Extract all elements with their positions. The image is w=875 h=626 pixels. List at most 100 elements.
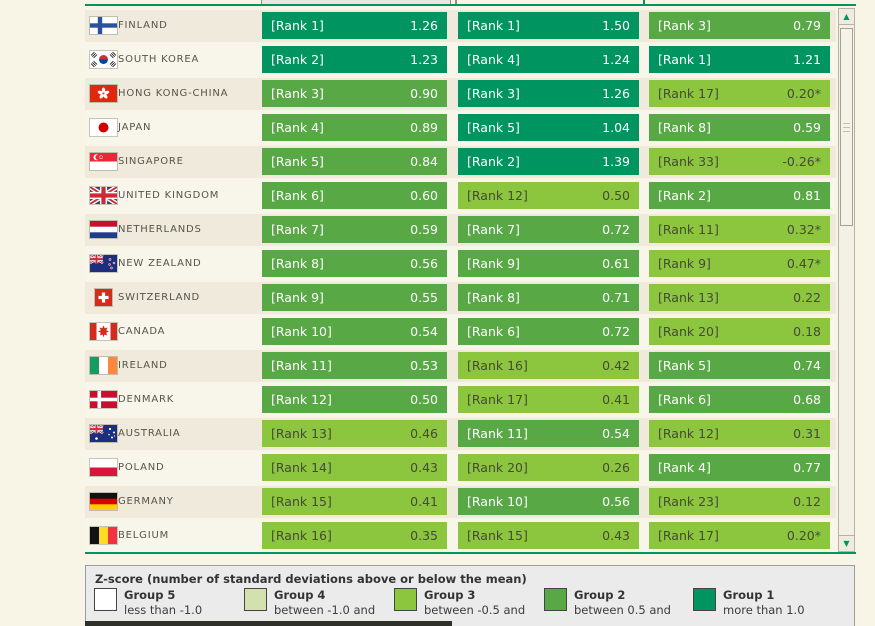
zscore-value: 1.23 [410, 52, 438, 67]
zscore-value: 1.24 [602, 52, 630, 67]
legend-group-range: between -1.0 and [274, 603, 376, 617]
zscore-value: 1.50 [602, 18, 630, 33]
rank-label: [Rank 7] [467, 222, 520, 237]
zscore-value: -0.26* [782, 154, 821, 169]
country-label: CANADA [118, 325, 166, 337]
zscore-cell: [Rank 16] 0.42 [458, 352, 639, 379]
zscore-cell: [Rank 7] 0.59 [262, 216, 447, 243]
zscore-cell: [Rank 4] 1.24 [458, 46, 639, 73]
canada-flag-icon [89, 322, 118, 341]
country-label: POLAND [118, 461, 165, 473]
scroll-up-button[interactable]: ▲ [839, 9, 854, 25]
table-row: NEW ZEALAND [Rank 8] 0.56 [Rank 9] 0.61 [Rank… [85, 248, 836, 280]
table-row: AUSTRALIA [Rank 13] 0.46 [Rank 11] 0.54 [Rank… [85, 418, 836, 450]
zscore-cell: [Rank 2] 1.23 [262, 46, 447, 73]
table-row: CANADA [Rank 10] 0.54 [Rank 6] 0.72 [Rank 20]… [85, 316, 836, 348]
zscore-value: 0.22 [793, 290, 821, 305]
rank-label: [Rank 9] [658, 256, 711, 271]
country-label: DENMARK [118, 393, 175, 405]
country-label: IRELAND [118, 359, 168, 371]
rank-label: [Rank 16] [467, 358, 528, 373]
zscore-cell: [Rank 11] 0.54 [458, 420, 639, 447]
zscore-cell: [Rank 9] 0.47* [649, 250, 830, 277]
rank-label: [Rank 6] [467, 324, 520, 339]
column-separator [455, 0, 457, 4]
zscore-cell: [Rank 17] 0.41 [458, 386, 639, 413]
scrollbar-grip-icon [843, 122, 850, 132]
zscore-cell: [Rank 9] 0.61 [458, 250, 639, 277]
zscore-value: 0.20* [786, 86, 821, 101]
zscore-value: 0.81 [793, 188, 821, 203]
zscore-value: 0.54 [602, 426, 630, 441]
zscore-cell: [Rank 12] 0.31 [649, 420, 830, 447]
country-label: SWITZERLAND [118, 291, 201, 303]
australia-flag-icon [89, 424, 118, 443]
rank-label: [Rank 8] [271, 256, 324, 271]
rank-label: [Rank 5] [467, 120, 520, 135]
zscore-value: 0.32* [786, 222, 821, 237]
rank-label: [Rank 2] [467, 154, 520, 169]
table-top-border [85, 4, 856, 6]
legend-group-range: more than 1.0 [723, 603, 805, 617]
zscore-cell: [Rank 20] 0.18 [649, 318, 830, 345]
zscore-cell: [Rank 15] 0.43 [458, 522, 639, 549]
zscore-cell: [Rank 16] 0.35 [262, 522, 447, 549]
zscore-cell: [Rank 5] 0.74 [649, 352, 830, 379]
zscore-value: 1.21 [793, 52, 821, 67]
rank-label: [Rank 5] [658, 358, 711, 373]
japan-flag-icon [89, 118, 118, 137]
switzerland-flag-icon [90, 288, 117, 307]
rank-label: [Rank 14] [271, 460, 332, 475]
finland-flag-icon [89, 16, 118, 35]
zscore-value: 0.68 [793, 392, 821, 407]
scroll-down-button[interactable]: ▼ [839, 535, 854, 551]
rank-label: [Rank 1] [467, 18, 520, 33]
zscore-cell: [Rank 3] 0.90 [262, 80, 447, 107]
rank-label: [Rank 9] [271, 290, 324, 305]
zscore-cell: [Rank 3] 1.26 [458, 80, 639, 107]
legend-swatch-icon [693, 588, 716, 611]
zscore-cell: [Rank 20] 0.26 [458, 454, 639, 481]
scroll-up-icon: ▲ [843, 12, 850, 21]
zscore-value: 0.56 [602, 494, 630, 509]
zscore-value: 0.26 [602, 460, 630, 475]
zscore-value: 0.55 [410, 290, 438, 305]
zscore-cell: [Rank 23] 0.12 [649, 488, 830, 515]
rank-label: [Rank 16] [271, 528, 332, 543]
zscore-cell: [Rank 1] 1.50 [458, 12, 639, 39]
legend-group-name: Group 1 [723, 588, 775, 602]
vertical-scrollbar[interactable]: ▲ ▼ [838, 8, 855, 552]
zscore-cell: [Rank 10] 0.54 [262, 318, 447, 345]
zscore-cell: [Rank 11] 0.32* [649, 216, 830, 243]
zscore-value: 0.84 [410, 154, 438, 169]
zscore-cell: [Rank 9] 0.55 [262, 284, 447, 311]
legend-group-name: Group 3 [424, 588, 476, 602]
rank-label: [Rank 3] [467, 86, 520, 101]
table-scroll-area[interactable]: FINLAND [Rank 1] 1.26 [Rank 1] 1.50 [Rank 3] 0… [85, 10, 836, 554]
zscore-value: 0.53 [410, 358, 438, 373]
zscore-cell: [Rank 8] 0.56 [262, 250, 447, 277]
zscore-cell: [Rank 1] 1.26 [262, 12, 447, 39]
denmark-flag-icon [89, 390, 118, 409]
rank-label: [Rank 10] [271, 324, 332, 339]
rank-label: [Rank 20] [658, 324, 719, 339]
zscore-cell: [Rank 17] 0.20* [649, 522, 830, 549]
rank-label: [Rank 8] [658, 120, 711, 135]
rank-label: [Rank 23] [658, 494, 719, 509]
zscore-value: 0.59 [410, 222, 438, 237]
table-row: HONG KONG-CHINA [Rank 3] 0.90 [Rank 3] 1.26[… [85, 78, 836, 110]
zscore-value: 0.74 [793, 358, 821, 373]
rank-label: [Rank 11] [658, 222, 719, 237]
scrollbar-thumb[interactable] [840, 28, 853, 226]
zscore-cell: [Rank 13] 0.46 [262, 420, 447, 447]
legend-swatch-icon [94, 588, 117, 611]
table-row: BELGIUM [Rank 16] 0.35 [Rank 15] 0.43 [Rank 1… [85, 520, 836, 552]
zscore-value: 0.20* [786, 528, 821, 543]
zscore-cell: [Rank 5] 0.84 [262, 148, 447, 175]
zscore-value: 0.43 [602, 528, 630, 543]
zscore-cell: [Rank 33] -0.26* [649, 148, 830, 175]
zscore-value: 0.47* [786, 256, 821, 271]
country-label: SOUTH KOREA [118, 53, 200, 65]
column-header-remnant [261, 0, 451, 4]
table-row: FINLAND [Rank 1] 1.26 [Rank 1] 1.50 [Rank 3] 0… [85, 10, 836, 42]
